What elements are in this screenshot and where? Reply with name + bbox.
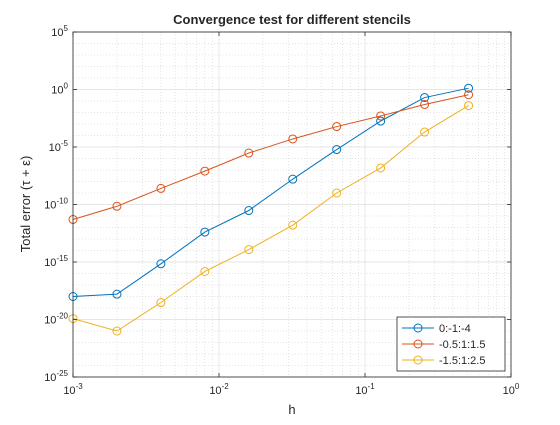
x-tick-label: 10-2	[209, 382, 229, 397]
series-3	[68, 101, 474, 336]
y-tick-label: 100	[51, 82, 68, 97]
legend-swatch-marker	[413, 339, 423, 349]
data-point	[244, 206, 254, 216]
y-axis-label: Total error (τ + ε)	[18, 156, 33, 253]
x-axis-label: h	[288, 402, 295, 417]
data-point	[332, 145, 342, 155]
data-point	[464, 83, 474, 93]
data-point	[420, 93, 430, 103]
x-tick-label: 100	[503, 382, 520, 397]
ticks-layer: 10-3 10-2 10-1 100 10-25 10-20 10-15 10-10 10-5 1…	[44, 24, 520, 397]
data-point	[112, 326, 122, 336]
legend-swatch-marker	[413, 355, 423, 365]
series-1	[68, 83, 474, 301]
legend-swatch-marker	[413, 323, 423, 333]
data-point	[376, 163, 386, 173]
series-2	[68, 90, 474, 224]
x-tick-label: 10-1	[355, 382, 375, 397]
data-point	[200, 266, 210, 276]
legend: 0:-1:-4 -0.5:1:1.5 -1.5:1:2.5	[396, 316, 506, 372]
data-point	[156, 298, 166, 308]
data-point	[464, 90, 474, 100]
data-point	[420, 99, 430, 109]
data-point	[332, 122, 342, 132]
data-point	[244, 245, 254, 255]
data-point	[156, 259, 166, 269]
data-point	[464, 101, 474, 111]
data-point	[200, 166, 210, 176]
data-point	[244, 148, 254, 158]
x-tick-label: 10-3	[63, 382, 83, 397]
y-tick-label: 10-5	[49, 139, 69, 154]
y-tick-label: 10-15	[44, 254, 68, 269]
data-point	[376, 111, 386, 121]
data-point	[420, 127, 430, 137]
data-point	[332, 188, 342, 198]
chart-title: Convergence test for different stencils	[173, 12, 411, 27]
data-point	[376, 116, 386, 126]
series-line	[72, 87, 469, 297]
data-point	[200, 227, 210, 237]
series-layer	[68, 83, 474, 336]
y-tick-label: 10-20	[44, 312, 68, 327]
series-line	[72, 94, 469, 220]
legend-label: 0:-1:-4	[439, 323, 471, 335]
y-tick-label: 10-25	[44, 369, 68, 384]
y-tick-label: 10-10	[44, 197, 68, 212]
legend-entry: 0:-1:-4	[402, 323, 471, 335]
data-point	[156, 183, 166, 193]
legend-entry: -1.5:1:2.5	[402, 355, 485, 367]
y-tick-label: 105	[51, 24, 68, 39]
data-point	[112, 201, 122, 211]
data-point	[288, 220, 298, 230]
legend-label: -0.5:1:1.5	[439, 339, 485, 351]
data-point	[112, 289, 122, 299]
legend-entry: -0.5:1:1.5	[402, 339, 485, 351]
legend-label: -1.5:1:2.5	[439, 355, 485, 367]
series-line	[72, 105, 469, 332]
data-point	[288, 134, 298, 144]
data-point	[288, 174, 298, 184]
